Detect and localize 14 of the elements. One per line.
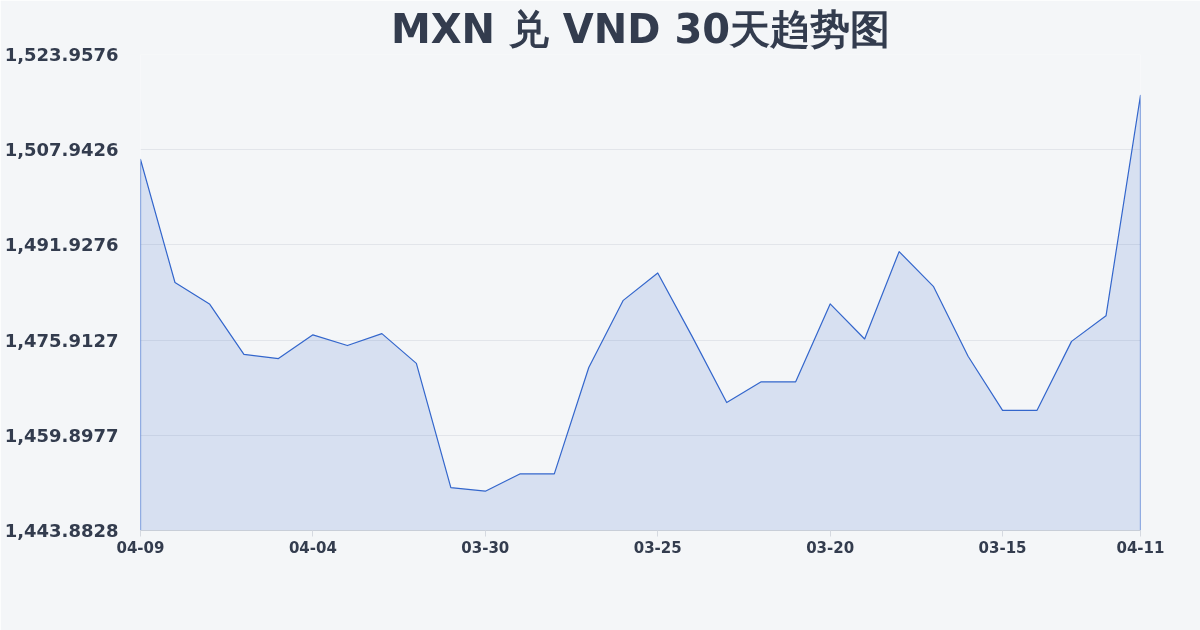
y-tick-label: 1,475.9127: [4, 329, 119, 351]
chart-title: MXN 兑 VND 30天趋势图: [390, 5, 891, 52]
x-tick-label: 04-09: [116, 538, 165, 557]
x-tick-label: 04-04: [288, 538, 337, 557]
y-tick-label: 1,459.8977: [4, 424, 119, 446]
y-tick-label: 1,443.8828: [4, 520, 119, 541]
x-tick-label: 04-11: [1116, 538, 1165, 557]
y-tick-label: 1,491.9276: [4, 234, 119, 256]
y-tick-label: 1,507.9426: [4, 139, 119, 161]
x-tick-label: 03-15: [978, 538, 1027, 557]
y-tick-label: 1,523.9576: [4, 44, 119, 65]
x-tick-label: 03-20: [806, 538, 855, 557]
x-tick-label: 03-30: [461, 538, 510, 557]
x-tick-label: 03-25: [633, 538, 682, 557]
